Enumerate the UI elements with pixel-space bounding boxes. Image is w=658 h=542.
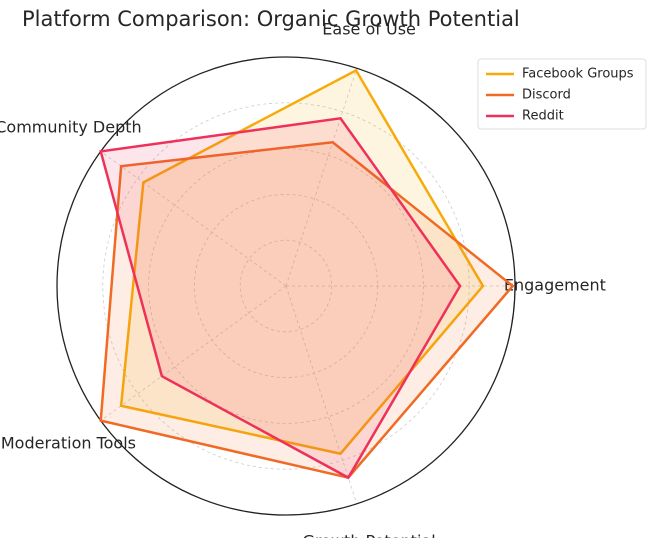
- legend-label: Facebook Groups: [522, 67, 634, 82]
- spoke: [100, 151, 287, 287]
- outer-ring: [56, 56, 516, 516]
- legend-label: Reddit: [522, 109, 564, 124]
- grid-ring: [148, 148, 424, 424]
- series-area: [121, 70, 483, 454]
- legend-label: Discord: [522, 88, 571, 103]
- series-area: [100, 118, 461, 478]
- spoke: [100, 285, 287, 421]
- axis-label: Growth Potential: [303, 531, 436, 538]
- spoke: [285, 285, 358, 504]
- legend-box: [477, 58, 647, 130]
- series-line: [119, 68, 485, 456]
- axis-label: Ease of Use: [322, 20, 416, 39]
- spoke: [285, 68, 358, 287]
- axis-label: Community Depth: [0, 117, 142, 136]
- axis-label: Engagement: [504, 276, 606, 295]
- series-line: [99, 116, 462, 480]
- grid-ring: [102, 102, 470, 470]
- axis-label: Moderation Tools: [1, 434, 136, 453]
- grid-ring: [239, 239, 333, 333]
- series-line: [99, 140, 515, 480]
- chart-title: Platform Comparison: Organic Growth Pote…: [22, 7, 520, 31]
- series-area: [100, 142, 513, 478]
